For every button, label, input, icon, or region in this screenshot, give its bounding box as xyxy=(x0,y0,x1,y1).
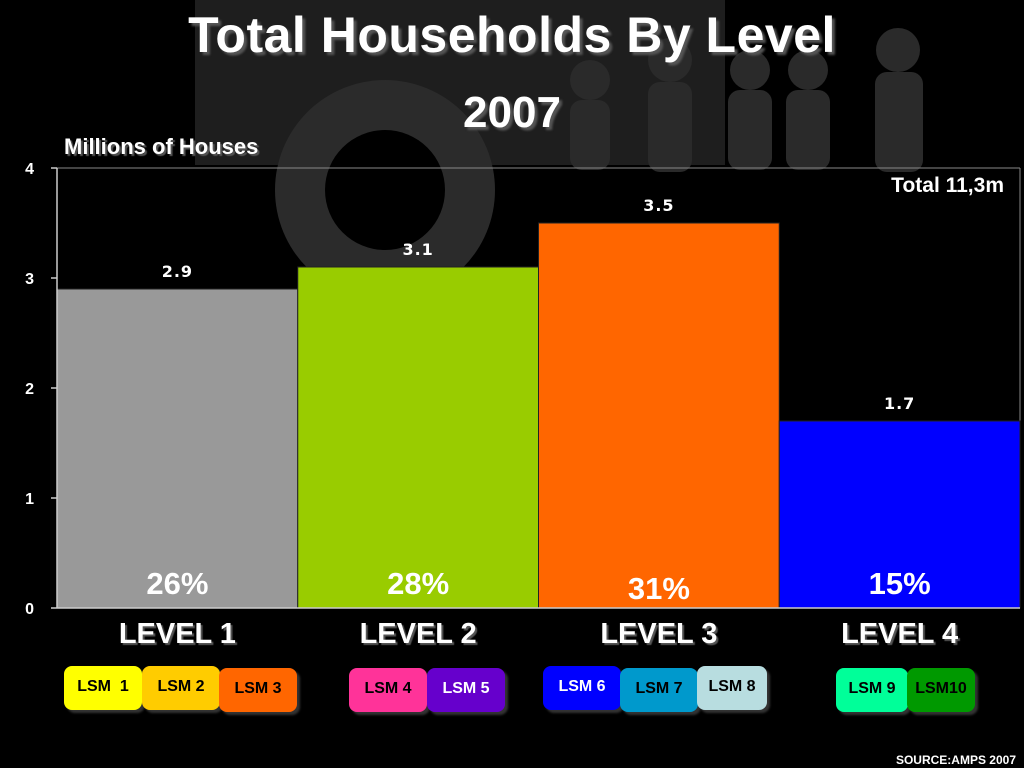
lsm-badge: LSM 6 xyxy=(543,666,621,710)
y-tick-label: 1 xyxy=(25,491,34,508)
y-tick-label: 0 xyxy=(25,601,34,618)
value-label-2: 3.1 xyxy=(402,240,433,259)
lsm-badge: LSM10 xyxy=(907,668,975,712)
lsm-badge: LSM 9 xyxy=(836,668,908,712)
source-note: SOURCE:AMPS 2007 xyxy=(895,753,1016,767)
y-axis-label: Millions of Houses xyxy=(64,134,259,159)
bar-2 xyxy=(297,266,539,609)
lsm-badge: LSM 8 xyxy=(697,666,767,710)
y-tick-label: 4 xyxy=(25,161,34,178)
level-label-1: LEVEL 1 xyxy=(118,618,236,650)
y-tick-label: 3 xyxy=(25,271,34,288)
page-subtitle: 2007 xyxy=(463,88,561,137)
total-annotation: Total 11,3m xyxy=(891,174,1004,197)
level-label-2: LEVEL 2 xyxy=(359,618,477,650)
page-title: Total Households By Level xyxy=(188,7,836,63)
value-label-1: 2.9 xyxy=(162,262,193,281)
percent-label-2: 28% xyxy=(387,566,450,601)
percent-label-1: 26% xyxy=(146,566,209,601)
value-label-4: 1.7 xyxy=(884,394,915,413)
bar-4 xyxy=(778,420,1021,609)
y-tick-label: 2 xyxy=(25,381,34,398)
bar-1 xyxy=(56,288,299,609)
percent-label-3: 31% xyxy=(627,571,690,606)
value-label-3: 3.5 xyxy=(643,196,674,215)
bar-3 xyxy=(538,222,780,609)
level-label-4: LEVEL 4 xyxy=(841,618,959,650)
lsm-badge: LSM 5 xyxy=(427,668,505,712)
percent-label-4: 15% xyxy=(868,566,931,601)
lsm-badge: LSM 2 xyxy=(142,666,220,710)
lsm-badge: LSM 3 xyxy=(219,668,297,712)
lsm-badge: LSM 4 xyxy=(349,668,427,712)
level-label-3: LEVEL 3 xyxy=(600,618,718,650)
lsm-badge: LSM 7 xyxy=(620,668,698,712)
lsm-badge: LSM 1 xyxy=(64,666,142,710)
